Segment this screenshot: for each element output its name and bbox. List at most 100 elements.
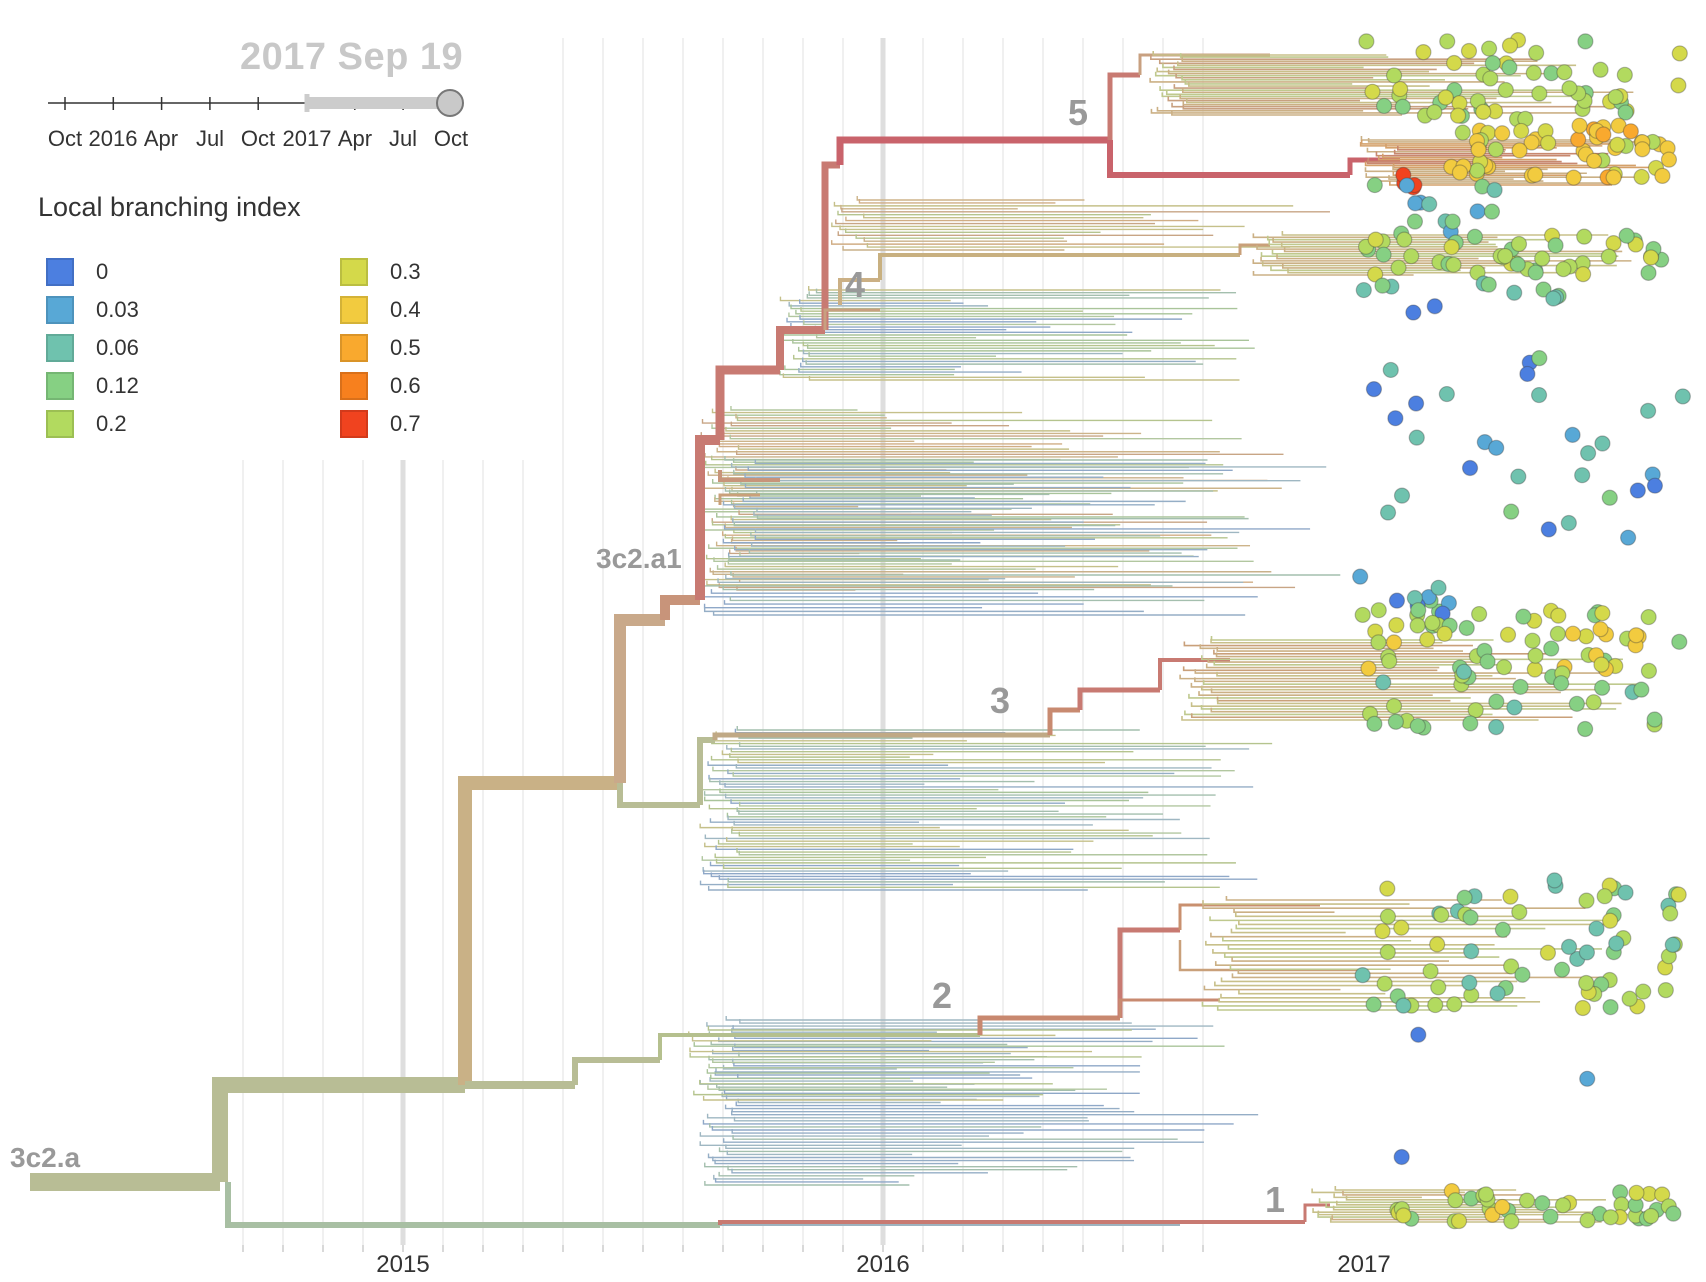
tip-node [1579,1070,1596,1087]
tip-node [1390,259,1407,276]
tip-branch [1282,263,1486,269]
clade-5-branch [1107,72,1140,140]
tip-branch [711,424,892,429]
tip-node [1602,1209,1619,1226]
tip-branch [1392,165,1548,171]
tip-node [1660,151,1678,168]
tip-node [1628,1184,1645,1201]
tip-branch [724,533,1228,539]
tip-node [1560,938,1578,955]
tip-branch [1342,1190,1524,1196]
tip-branch [730,499,1091,505]
tip-node [1588,920,1605,937]
tip-node [1511,903,1528,921]
tip-node [1509,256,1526,273]
tip-node [1594,435,1611,452]
tip-branch [728,556,961,561]
tip-node [1497,247,1514,265]
tip-node [1354,967,1371,984]
tip-branch [1165,90,1504,96]
tip-node [1560,514,1577,532]
tip-node [1506,284,1523,301]
tip-branch [714,1159,959,1165]
tip-branch [1152,51,1387,56]
tip-node [1396,231,1413,248]
clade-2-branch [1118,998,1220,1018]
tip-node [1494,1198,1511,1216]
tip-node [1594,605,1611,622]
tip-node [1565,169,1582,186]
tip-node [1379,504,1397,521]
tip-branch [714,1071,1021,1076]
tip-branch [1179,94,1497,100]
tip-branch [727,1165,1068,1171]
legend-item: 0.06 [46,334,139,362]
tip-branch [730,421,1010,427]
tip-node [1375,246,1392,263]
tip-branch [1318,1198,1491,1204]
tip-branch [733,1116,1089,1122]
tip-node [1407,395,1425,412]
tip-node [1395,1207,1412,1224]
tip-node [1622,123,1639,140]
tip-branch [1281,231,1609,236]
tip-node [1393,1148,1410,1166]
legend-item: 0.6 [340,372,421,400]
tip-branch [1205,940,1495,946]
tip-branch [704,1162,1078,1168]
tip-node [1640,662,1658,679]
tip-branch [1392,171,1570,177]
tip-branch [866,243,1291,248]
tip-node [1580,445,1597,462]
tip-node [1488,693,1505,710]
tip-node [1385,697,1403,715]
tip-branch [727,877,1165,883]
tip-branch [1381,153,1503,159]
tip-branch [754,459,1206,465]
tip-branch [713,557,1254,563]
tip-branch [730,747,1134,753]
tip-node [1578,628,1595,645]
tip-branch [1252,271,1414,276]
legend-label: 0.6 [390,373,421,398]
tip-node [1370,634,1387,651]
tip-branch [840,204,1018,210]
tip-branch [707,1085,1107,1090]
legend-title: Local branching index [38,192,301,222]
tip-node [1358,33,1375,50]
tip-branch [734,545,1208,551]
tip-branch [732,502,859,508]
tip-branch [845,216,1199,222]
tip-branch [808,352,996,357]
tip-branch [1173,65,1437,71]
tip-branch [1389,181,1613,186]
tip-branch [1229,965,1391,971]
tip-branch [715,858,1236,864]
tip-branch [709,1077,914,1082]
tip-node [1531,85,1548,102]
tip-node [1456,889,1473,906]
tip-branch [725,574,1006,580]
tip-node [1577,720,1594,738]
clade-2-branch [977,1015,1120,1035]
tip-branch [1233,908,1335,914]
tip-node [1415,44,1432,61]
tip-node [1450,1212,1468,1230]
tip-branch [1231,957,1449,962]
tip-node [1405,304,1422,321]
tip-branch [1225,896,1502,901]
tip-node [1511,142,1528,159]
clade-4-branch [838,278,880,305]
tip-node [1595,126,1612,143]
tip-branch [798,368,1022,373]
tip-node [1410,602,1427,619]
tip-branch [738,810,1163,815]
tip-branch [842,246,1065,251]
tip-branch [795,309,1193,315]
tip-branch [1210,707,1473,713]
tip-branch [748,549,1182,554]
tip-node [1429,936,1446,953]
tip-node [1394,98,1411,115]
tip-branch [742,497,1186,503]
clade-1-branch [718,1220,1305,1225]
